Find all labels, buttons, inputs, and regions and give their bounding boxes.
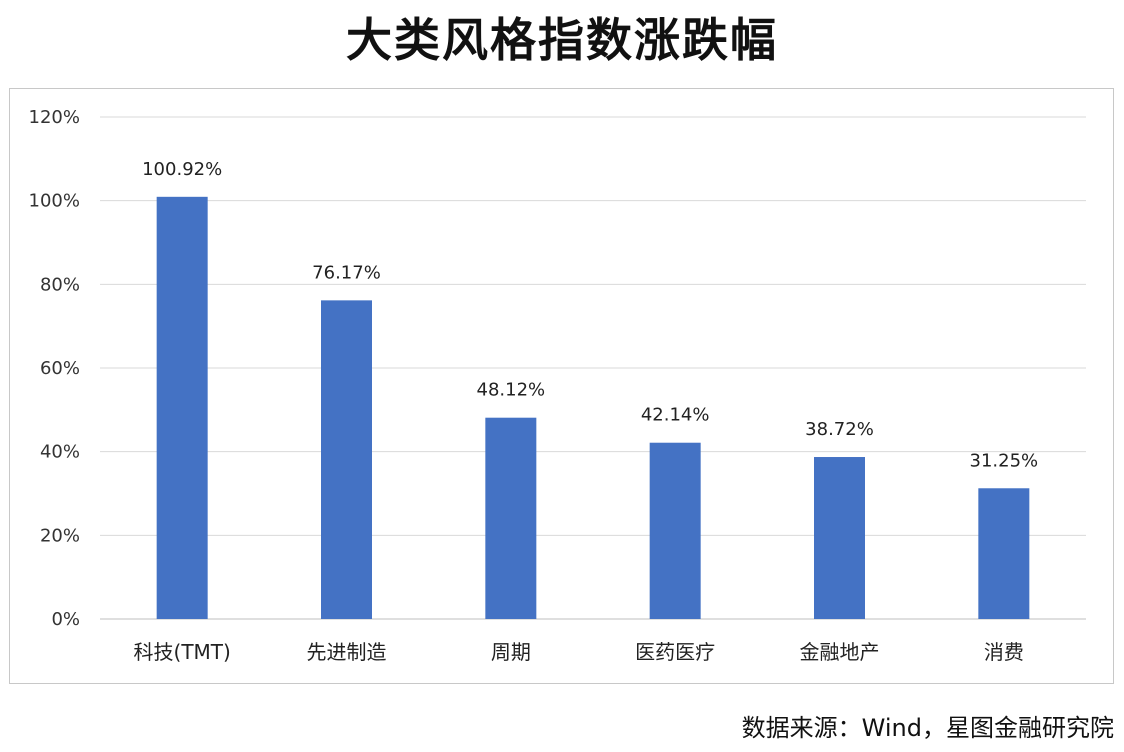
x-tick-label: 消费	[984, 640, 1024, 664]
bar	[321, 300, 372, 619]
chart-title: 大类风格指数涨跌幅	[346, 13, 778, 67]
x-tick-label: 科技(TMT)	[134, 640, 231, 664]
bar	[814, 457, 865, 619]
bar	[649, 442, 701, 619]
bar	[485, 417, 537, 619]
x-tick-label: 周期	[491, 640, 531, 664]
bar	[978, 488, 1030, 619]
y-tick-label: 100%	[29, 191, 80, 212]
data-label: 42.14%	[641, 405, 710, 426]
data-label: 38.72%	[805, 419, 874, 440]
y-tick-label: 40%	[40, 442, 80, 463]
data-label: 76.17%	[312, 262, 381, 283]
y-tick-label: 20%	[40, 525, 80, 546]
source-note: 数据来源：Wind，星图金融研究院	[741, 714, 1114, 742]
x-tick-label: 先进制造	[307, 640, 387, 664]
y-tick-label: 120%	[29, 107, 80, 128]
y-tick-label: 0%	[51, 609, 80, 630]
x-tick-label: 医药医疗	[635, 640, 715, 664]
data-label: 48.12%	[477, 380, 546, 401]
y-tick-label: 60%	[40, 358, 80, 379]
x-tick-label: 金融地产	[800, 640, 880, 664]
data-label: 100.92%	[142, 159, 222, 180]
bar	[156, 196, 208, 619]
data-label: 31.25%	[970, 450, 1039, 471]
y-tick-label: 80%	[40, 274, 80, 295]
